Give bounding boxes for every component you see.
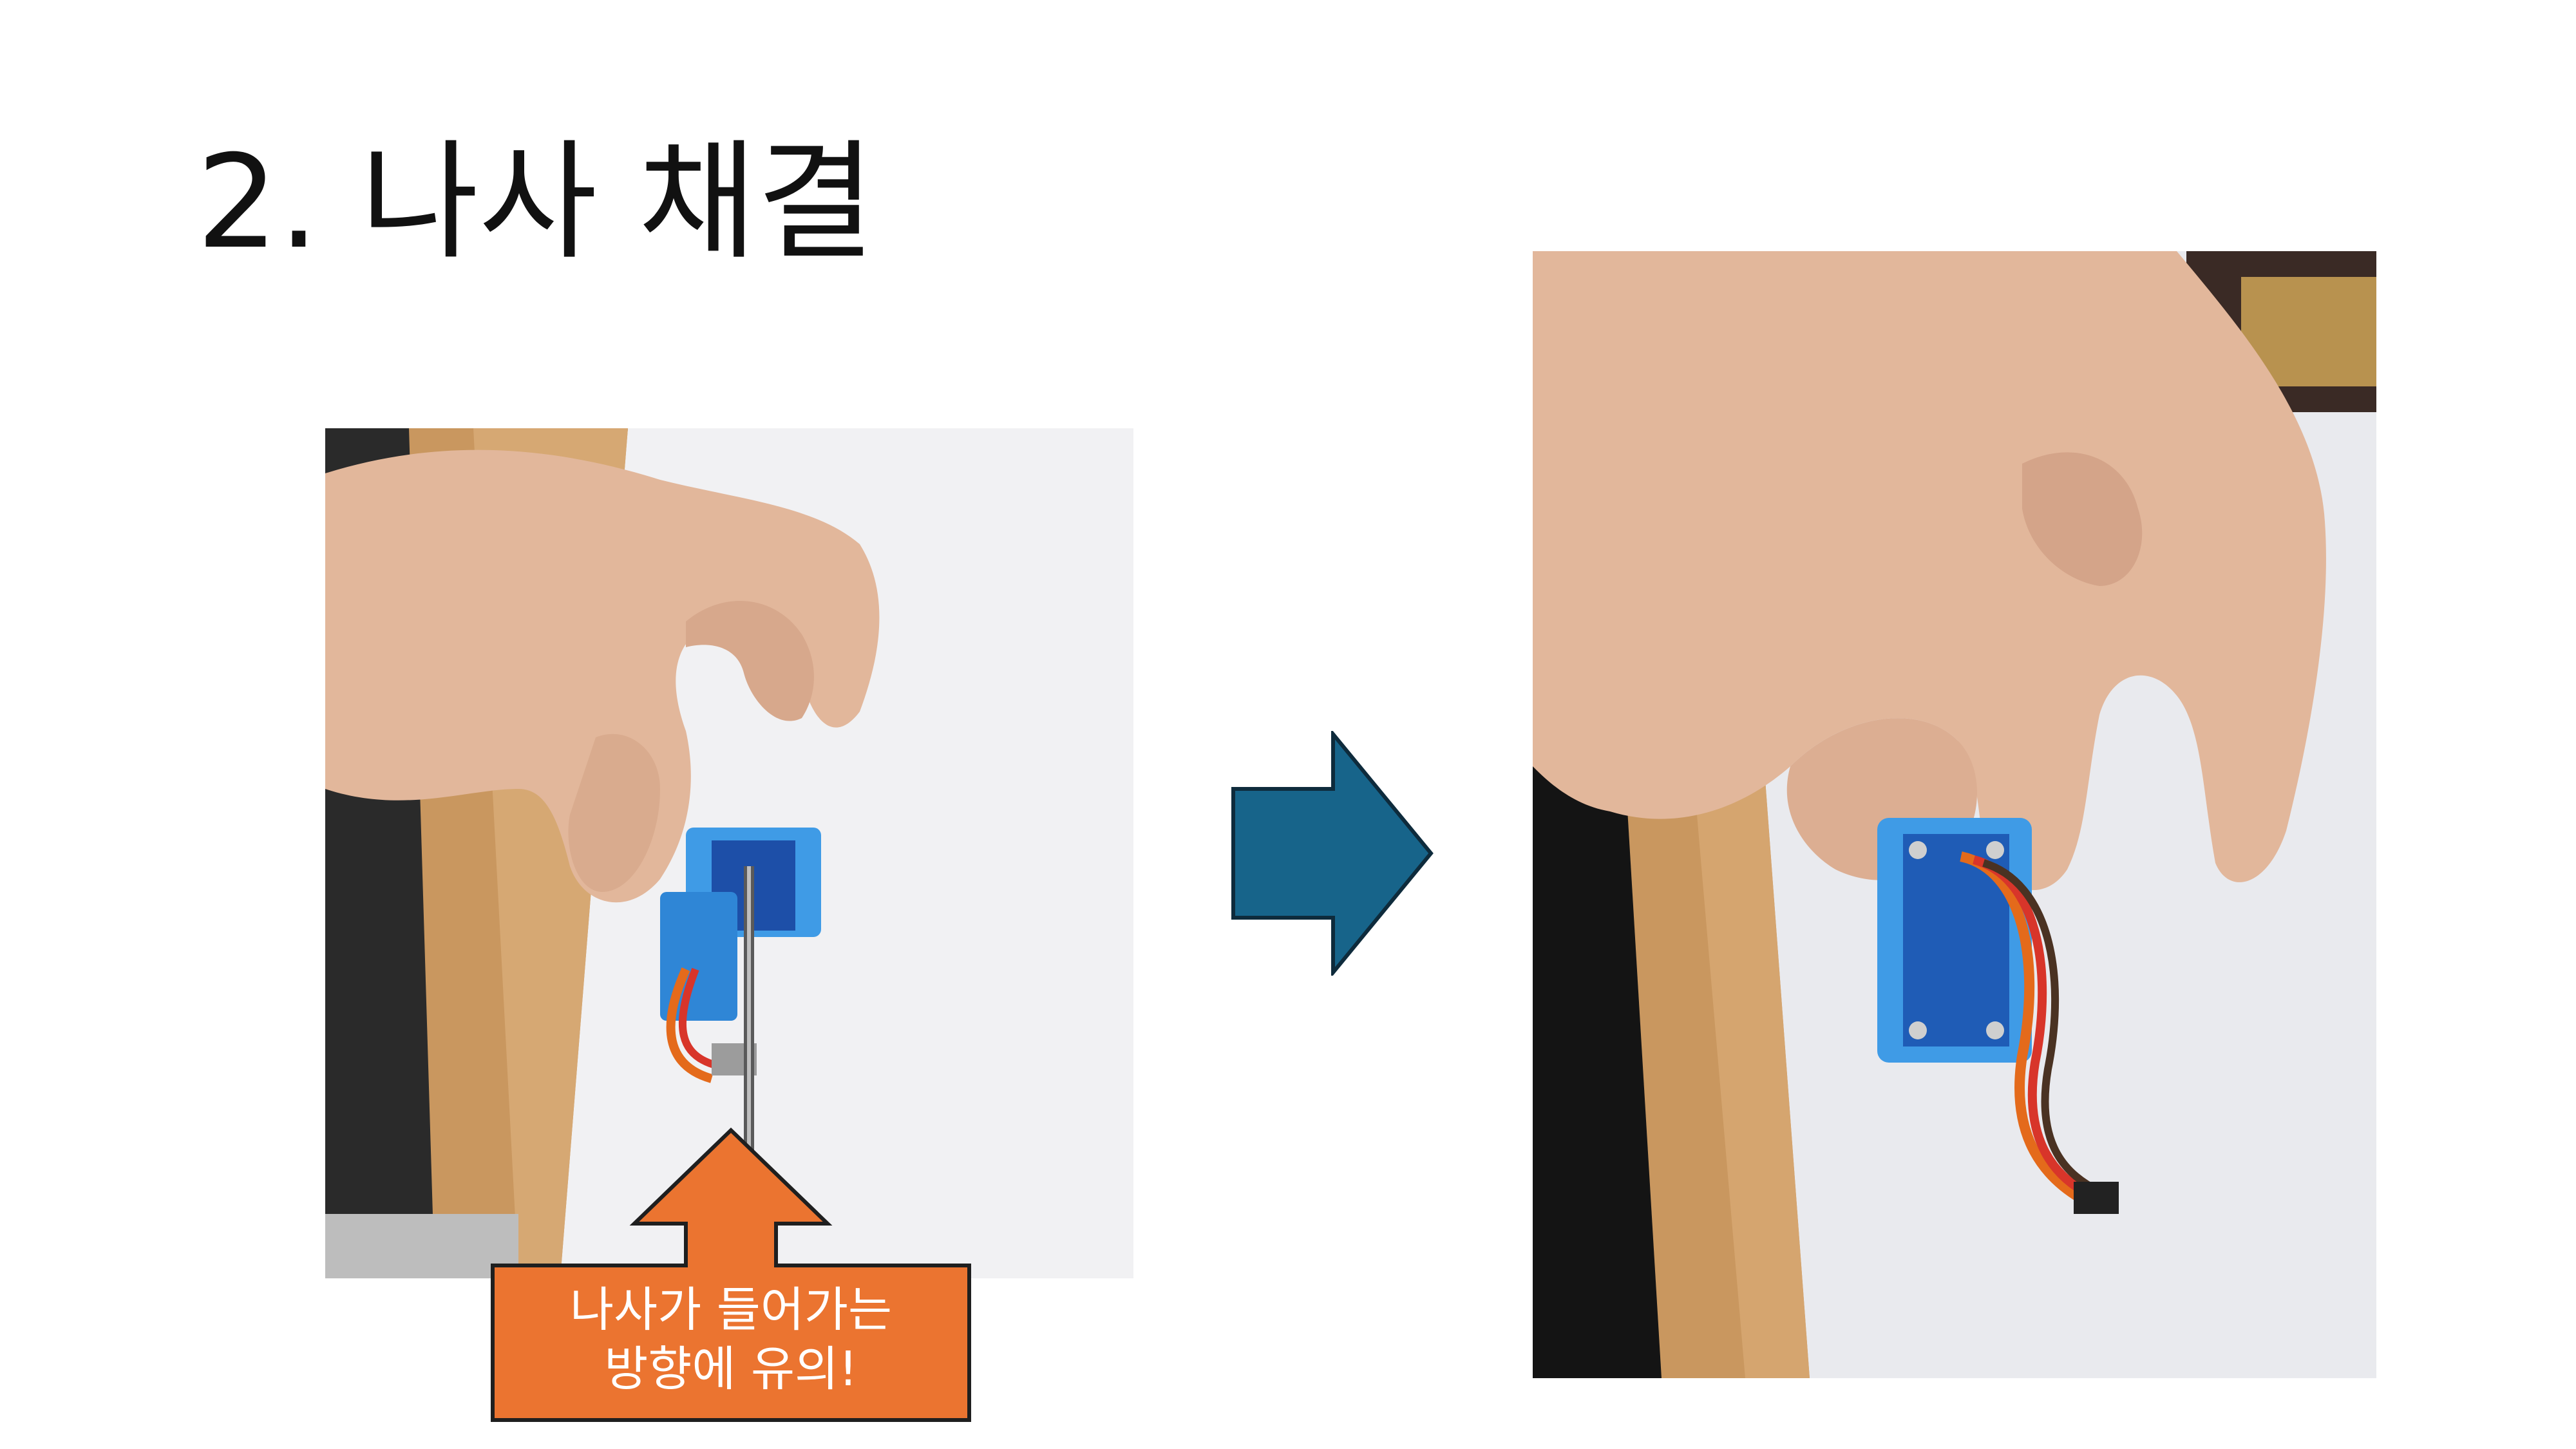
photo-screw-insertion	[325, 428, 1133, 1278]
up-arrow-callout	[489, 1127, 972, 1423]
photo-screw-fastened-image	[1533, 251, 2376, 1378]
right-arrow-icon	[1230, 728, 1436, 978]
photo-screw-fastened	[1533, 251, 2376, 1378]
callout-line-2: 방향에 유의!	[604, 1341, 858, 1397]
callout-text: 나사가 들어가는 방향에 유의!	[499, 1265, 963, 1414]
callout-line-1: 나사가 들어가는	[569, 1282, 893, 1338]
photo-screw-insertion-image	[325, 428, 1133, 1278]
slide-title: 2. 나사 채결	[196, 128, 875, 278]
right-arrow-shape	[1231, 728, 1434, 978]
up-arrow-callout-shape	[491, 1127, 971, 1422]
